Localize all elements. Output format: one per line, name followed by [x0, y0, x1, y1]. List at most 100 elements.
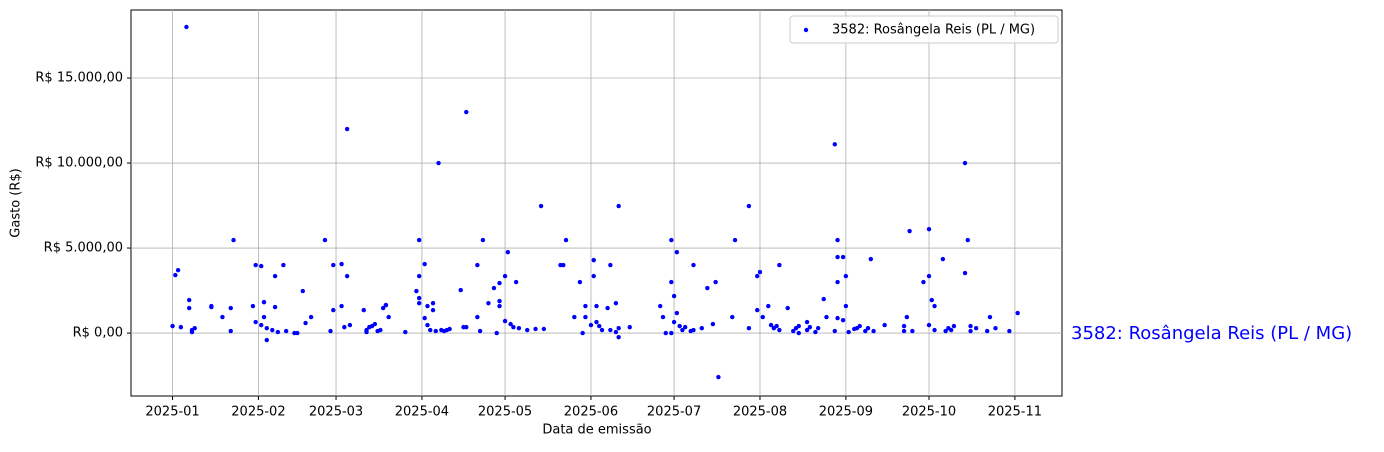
point — [777, 262, 782, 268]
point — [250, 303, 256, 309]
point — [757, 269, 763, 275]
point — [281, 262, 286, 268]
point — [447, 326, 452, 332]
point — [344, 126, 350, 132]
point — [502, 273, 508, 279]
point — [907, 228, 912, 234]
point — [425, 303, 430, 309]
y-tick-label: R$ 10.000,00 — [35, 156, 123, 171]
point — [486, 300, 491, 306]
point — [497, 298, 502, 304]
point — [416, 300, 422, 306]
point — [968, 328, 973, 334]
point — [1007, 328, 1012, 334]
point — [228, 328, 233, 334]
point — [691, 327, 696, 333]
x-tick-label: 2025-02 — [231, 405, 285, 420]
legend-marker — [803, 27, 809, 33]
point — [680, 327, 685, 333]
point — [616, 334, 621, 340]
point — [940, 256, 946, 262]
point — [505, 249, 511, 255]
point — [608, 327, 613, 333]
point — [766, 303, 771, 309]
point — [378, 327, 383, 333]
point — [669, 237, 674, 243]
point — [671, 293, 677, 299]
point — [580, 330, 585, 336]
point — [835, 315, 840, 321]
point — [331, 307, 336, 313]
point — [416, 273, 422, 279]
point — [968, 323, 973, 329]
point — [929, 297, 934, 303]
point — [599, 327, 605, 333]
point — [613, 329, 619, 335]
point — [865, 325, 871, 331]
point — [436, 160, 441, 166]
point — [303, 320, 308, 326]
point — [561, 262, 566, 268]
point — [361, 307, 366, 313]
point — [594, 319, 599, 325]
point — [270, 327, 275, 333]
point — [835, 254, 840, 260]
point — [192, 325, 197, 331]
point — [272, 304, 278, 310]
point — [840, 254, 846, 260]
y-tick-label: R$ 5.000,00 — [44, 241, 123, 256]
point — [835, 279, 840, 285]
point — [253, 262, 258, 268]
point — [857, 323, 862, 329]
point — [563, 237, 569, 243]
point — [605, 305, 610, 311]
legend-box — [789, 15, 1059, 44]
point — [613, 300, 619, 306]
point — [821, 296, 826, 302]
point — [804, 319, 810, 325]
point — [951, 323, 957, 329]
point — [497, 280, 502, 286]
point — [173, 272, 178, 278]
point — [768, 322, 774, 328]
point — [993, 325, 998, 331]
point — [380, 305, 386, 311]
x-tick-label: 2025-05 — [478, 405, 532, 420]
point — [588, 322, 594, 328]
point — [785, 305, 790, 311]
point — [932, 327, 937, 333]
point — [616, 203, 621, 209]
point — [863, 328, 868, 334]
point — [491, 285, 497, 291]
y-tick-label: R$ 0,00 — [73, 326, 123, 341]
point — [430, 307, 436, 313]
point — [372, 321, 378, 327]
point — [416, 237, 422, 243]
legend-label: 3582: Rosângela Reis (PL / MG) — [832, 23, 1035, 38]
point — [608, 262, 613, 268]
point — [716, 374, 721, 380]
point — [416, 295, 422, 301]
x-tick-label: 2025-10 — [902, 405, 956, 420]
y-axis-label: Gasto (R$) — [9, 168, 24, 237]
point — [428, 327, 433, 333]
point — [791, 328, 796, 334]
point — [480, 237, 486, 243]
point — [746, 203, 752, 209]
point — [846, 329, 851, 335]
point — [184, 24, 189, 30]
point — [663, 330, 668, 336]
point — [868, 256, 874, 262]
point — [910, 328, 915, 334]
point — [1015, 310, 1020, 316]
point — [464, 324, 469, 330]
point — [804, 327, 810, 333]
point — [516, 325, 522, 331]
point — [904, 314, 910, 320]
point — [228, 305, 233, 311]
point — [777, 327, 782, 333]
point — [502, 318, 508, 324]
point — [331, 262, 336, 268]
x-tick-label: 2025-07 — [647, 405, 701, 420]
